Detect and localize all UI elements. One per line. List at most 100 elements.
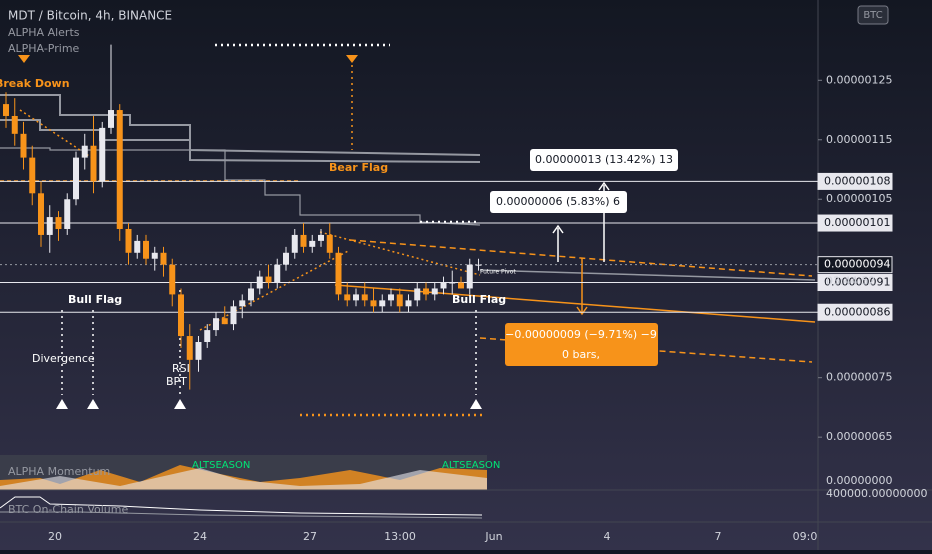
- price-label: 0.00000094: [824, 258, 890, 271]
- candle-body: [370, 300, 377, 307]
- measure-label: 0 bars,: [562, 348, 600, 361]
- pane-axis-label: 0.00000000: [826, 474, 892, 487]
- candle-body: [265, 276, 272, 283]
- candle-body: [239, 300, 246, 307]
- candle-body: [344, 294, 351, 301]
- measure-label: 0.00000013 (13.42%) 13: [535, 153, 673, 166]
- price-label-box: [817, 214, 893, 232]
- measure-box: [530, 149, 678, 171]
- candle-body: [116, 110, 123, 229]
- candle-body: [151, 252, 158, 259]
- y-tick-label: 0.00000065: [826, 430, 892, 443]
- annotation: Bull Flag: [68, 293, 122, 306]
- annotation: Future Pivot: [480, 269, 516, 276]
- y-tick-label: 0.00000075: [826, 371, 892, 384]
- candle-body: [134, 240, 141, 253]
- annotation: RSI: [172, 362, 190, 375]
- candle-body: [73, 157, 79, 200]
- candle-body: [38, 193, 44, 235]
- annotation: Break Down: [0, 77, 70, 90]
- candle-body: [449, 282, 456, 284]
- candle-body: [160, 252, 167, 265]
- symbol: MDT / Bitcoin, 4h, BINANCE: [8, 9, 172, 23]
- candle-body: [353, 294, 359, 301]
- x-tick-label: 24: [193, 530, 207, 543]
- candle-body: [466, 264, 473, 289]
- candle-body: [283, 252, 289, 265]
- candle-body: [300, 234, 307, 247]
- candle-body: [186, 336, 193, 360]
- candle-body: [309, 240, 316, 247]
- candle-body: [361, 294, 368, 301]
- candle-body: [256, 276, 263, 289]
- x-tick-label: 4: [604, 530, 611, 543]
- indicator-name: ALPHA Alerts: [8, 26, 80, 39]
- price-label-box: [817, 274, 893, 292]
- candle-body: [335, 252, 342, 295]
- price-label-box: [817, 172, 893, 190]
- candle-body: [99, 127, 106, 182]
- candle-body: [64, 199, 71, 229]
- signal: ALTSEASON: [442, 460, 500, 471]
- y-tick-label: 0.00000115: [826, 133, 892, 146]
- candle-body: [125, 228, 132, 253]
- price-label: 0.00000086: [824, 305, 890, 318]
- candle-body: [396, 294, 403, 307]
- candle-body: [405, 300, 412, 307]
- candle-body: [248, 288, 254, 301]
- indicator-name: ALPHA-Prime: [8, 42, 80, 55]
- plot: 0.00000125 0.00000115 0.00000105 0.00000075…: [0, 44, 893, 543]
- price-label: 0.00000091: [824, 276, 890, 289]
- price-label: 0.00000101: [824, 216, 890, 229]
- measure-label: 0.00000006 (5.83%) 6: [496, 195, 620, 208]
- measure-box: [505, 323, 658, 366]
- candle-body: [11, 115, 18, 134]
- pane-axis-label: 400000.00000000: [826, 487, 927, 500]
- candle-body: [108, 110, 114, 128]
- x-tick-label: Jun: [484, 530, 502, 543]
- candle-body: [81, 145, 88, 158]
- pane-title: ALPHA Momentum: [8, 465, 110, 478]
- x-tick-label: 09:0: [793, 530, 818, 543]
- candle-body: [90, 145, 97, 182]
- volume-line: [0, 496, 483, 516]
- candle-body: [291, 234, 298, 253]
- candle-body: [46, 217, 53, 235]
- candle-body: [169, 264, 176, 295]
- x-tick-label: 20: [48, 530, 62, 543]
- badge[interactable]: [857, 5, 889, 25]
- candle-body: [431, 288, 438, 295]
- candle-body: [143, 240, 149, 259]
- candle-body: [274, 264, 281, 283]
- candle-body: [458, 282, 464, 289]
- candle-body: [213, 318, 219, 331]
- candle-body: [326, 234, 333, 253]
- measure-box: [490, 191, 627, 213]
- candle-body: [318, 234, 324, 241]
- candle-body: [379, 300, 386, 307]
- candle-body: [475, 264, 482, 266]
- annotation: BPT: [166, 375, 187, 388]
- badge-label[interactable]: BTC: [863, 10, 882, 21]
- candle-body: [440, 282, 447, 289]
- pane-title: BTC On-Chain Volume: [8, 503, 128, 516]
- candle-body: [423, 288, 429, 295]
- price-label-box: [817, 256, 893, 274]
- candle-body: [29, 157, 36, 194]
- price-label: 0.00000108: [824, 174, 890, 187]
- x-tick-label: 13:00: [384, 530, 416, 543]
- candle-body: [414, 288, 421, 301]
- candle-body: [178, 294, 184, 337]
- y-tick-label: 0.00000125: [826, 73, 892, 86]
- countdown: 03:44:52: [826, 275, 875, 288]
- candle-body: [221, 318, 228, 325]
- candle-body: [3, 104, 9, 116]
- signal: ALTSEASON: [192, 460, 250, 471]
- candle-body: [20, 133, 27, 158]
- candle-body: [230, 306, 237, 325]
- annotation: Bull Flag: [452, 293, 506, 306]
- x-tick-label: 7: [715, 530, 722, 543]
- x-tick-label: 27: [303, 530, 317, 543]
